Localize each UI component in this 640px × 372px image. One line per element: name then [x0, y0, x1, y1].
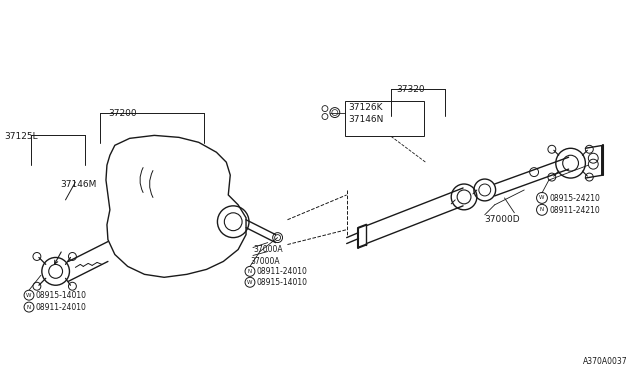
Text: W: W [540, 195, 545, 201]
Text: 37320: 37320 [396, 85, 424, 94]
Text: 08911-24010: 08911-24010 [36, 303, 87, 312]
Bar [345, 101, 424, 137]
Text: 08915-14010: 08915-14010 [257, 278, 308, 287]
Text: 37000A: 37000A [253, 244, 283, 254]
Text: A370A0037: A370A0037 [584, 357, 628, 366]
Text: W: W [26, 293, 32, 298]
Text: 37200: 37200 [108, 109, 136, 118]
Text: 37146M: 37146M [61, 180, 97, 189]
Text: 37126K: 37126K [349, 103, 383, 112]
Text: N: N [540, 207, 544, 212]
Text: 37146N: 37146N [349, 115, 384, 124]
Text: 37000A: 37000A [250, 257, 280, 266]
Text: 08911-24210: 08911-24210 [550, 206, 600, 215]
Text: 37125L: 37125L [4, 132, 38, 141]
Text: 08911-24010: 08911-24010 [257, 267, 308, 276]
Text: 37000D: 37000D [484, 215, 520, 224]
Text: 08915-24210: 08915-24210 [550, 194, 601, 203]
Text: W: W [247, 280, 253, 285]
Text: 08915-14010: 08915-14010 [36, 291, 87, 300]
Text: N: N [248, 269, 252, 274]
Text: N: N [27, 305, 31, 310]
